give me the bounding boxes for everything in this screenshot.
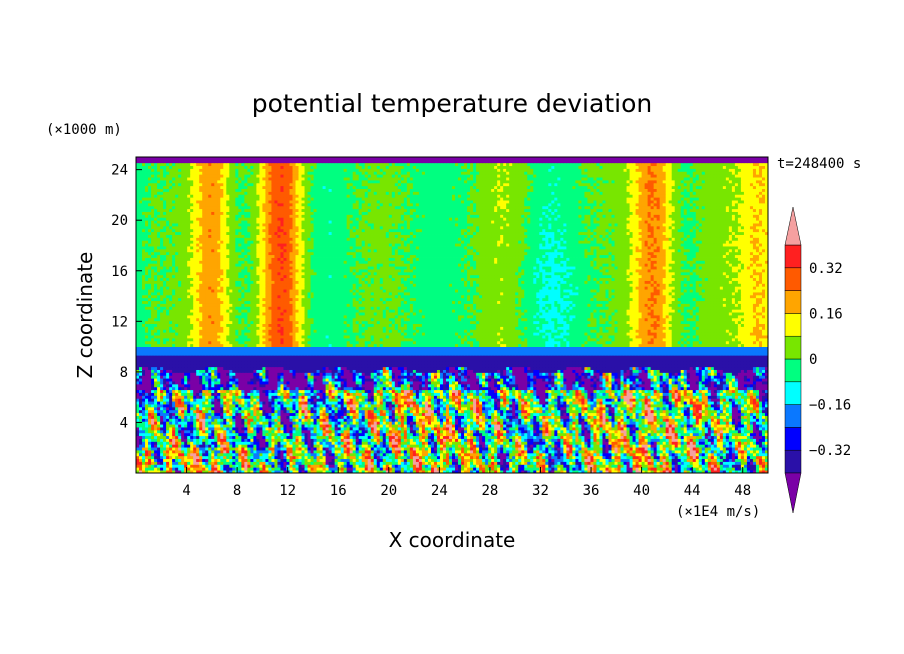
colorbar-bin (784, 449, 802, 474)
x-tick-label: 28 (481, 483, 498, 499)
x-axis: 4 8 12 16 20 24 28 32 36 40 44 48 (182, 467, 751, 499)
colorbar-bin (784, 313, 802, 337)
y-axis-label: Z coordinate (73, 252, 97, 379)
colorbar-max-extension (784, 206, 802, 246)
colorbar-bin (784, 381, 802, 405)
x-tick-label: 48 (734, 483, 751, 499)
temperature-field (136, 157, 769, 474)
x-tick-label: 8 (233, 483, 241, 499)
x-unit-label: (×1E4 m/s) (676, 504, 760, 520)
colorbar-bin (784, 335, 802, 360)
x-tick-label: 36 (583, 483, 600, 499)
colorbar-label: −0.32 (809, 443, 851, 459)
time-label: t=248400 s (777, 156, 861, 172)
colorbar-label: 0 (809, 352, 817, 368)
x-tick-label: 20 (380, 483, 397, 499)
colorbar-bin (784, 427, 802, 451)
colorbar-bin (784, 404, 802, 428)
x-tick-label: 32 (532, 483, 549, 499)
y-tick-label: 24 (111, 163, 128, 179)
colorbar-label: 0.16 (809, 306, 843, 322)
colorbar-min-extension (784, 472, 802, 514)
x-axis-label: X coordinate (389, 528, 516, 552)
y-tick-label: 12 (111, 314, 128, 330)
x-tick-label: 12 (279, 483, 296, 499)
colorbar-label: 0.32 (809, 261, 843, 277)
y-tick-label: 4 (120, 415, 128, 431)
y-tick-label: 8 (120, 365, 128, 381)
colorbar-bin (784, 358, 802, 383)
colorbar-bin (784, 244, 802, 269)
colorbar-label: −0.16 (809, 398, 851, 414)
y-axis: 4 8 12 16 20 24 (111, 163, 142, 431)
y-unit-label: (×1000 m) (46, 122, 122, 138)
x-tick-label: 4 (182, 483, 190, 499)
chart-title: potential temperature deviation (252, 89, 652, 118)
x-tick-label: 44 (684, 483, 701, 499)
x-tick-label: 16 (330, 483, 347, 499)
plot-frame (135, 156, 769, 474)
x-tick-label: 40 (633, 483, 650, 499)
x-tick-label: 24 (431, 483, 448, 499)
colorbar: 0.32 0.16 0 −0.16 −0.32 (784, 206, 851, 514)
y-tick-label: 20 (111, 213, 128, 229)
y-tick-label: 16 (111, 264, 128, 280)
colorbar-bin (784, 267, 802, 291)
colorbar-bin (784, 290, 802, 314)
